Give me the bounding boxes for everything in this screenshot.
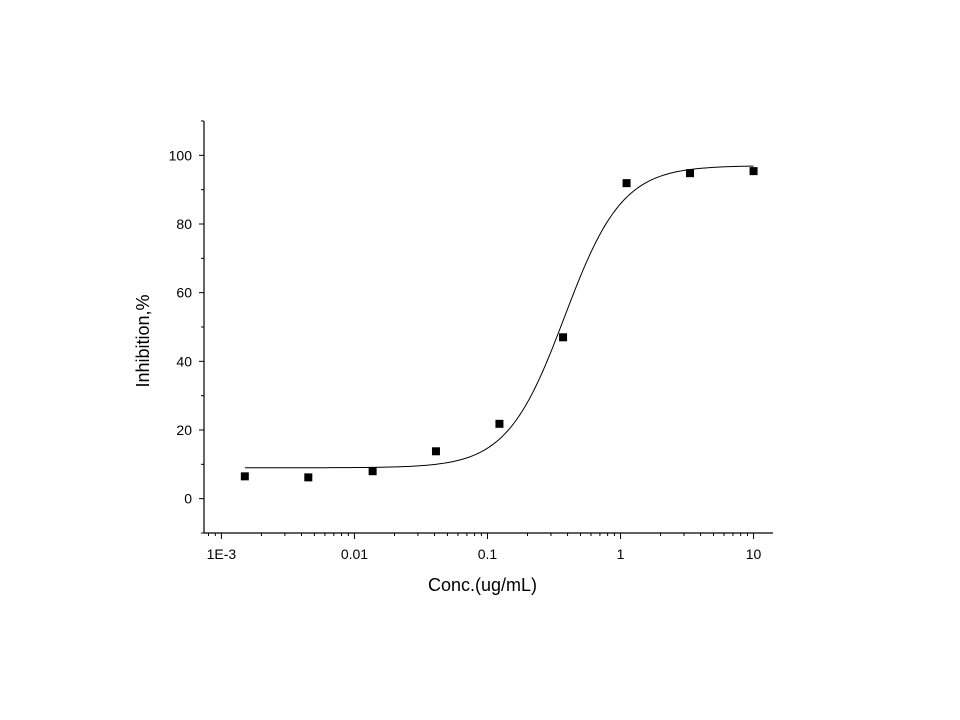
x-tick-label: 1E-3 [207,546,237,562]
data-point [495,419,504,428]
data-point [559,333,568,342]
axes [203,121,773,534]
data-point [622,179,631,188]
ticks [199,120,755,539]
fit-curve-layer [244,165,754,469]
y-tick-label: 40 [176,353,192,369]
x-tick-label: 1 [617,546,625,562]
y-tick-label: 60 [176,285,192,301]
x-tick-label: 0.01 [341,546,368,562]
data-point [749,167,758,176]
y-tick-label: 20 [176,422,192,438]
y-axis-title: Inhibition,% [133,294,153,387]
data-point [431,447,440,456]
x-tick-label: 0.1 [478,546,498,562]
y-tick-label: 100 [169,147,193,163]
x-axis-title: Conc.(ug/mL) [428,575,537,595]
fit-curve [244,165,754,469]
data-point [240,472,249,481]
data-point [304,473,313,482]
y-tick-label: 0 [184,491,192,507]
data-point [368,467,377,476]
data-point [686,169,695,178]
y-tick-label: 80 [176,216,192,232]
data-points [240,167,758,482]
tick-labels: 0 20 40 60 80 100 1E-3 0.01 0.1 1 10 [169,147,762,562]
x-tick-label: 10 [746,546,762,562]
